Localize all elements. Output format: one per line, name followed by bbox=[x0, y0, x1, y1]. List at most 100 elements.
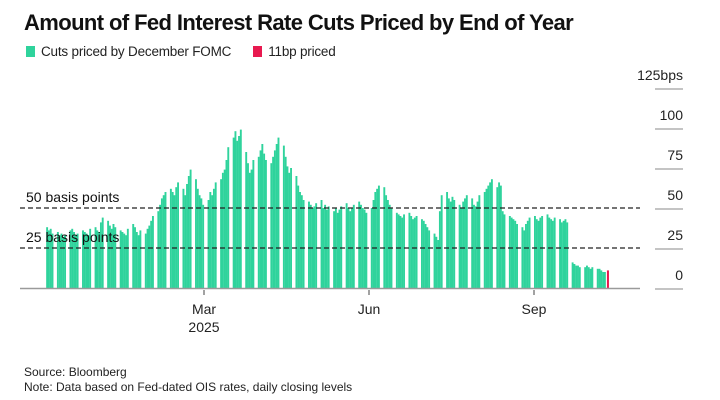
bar bbox=[385, 195, 388, 288]
bar bbox=[290, 168, 292, 288]
bar bbox=[578, 267, 581, 288]
bar bbox=[320, 200, 323, 288]
bar bbox=[462, 201, 465, 288]
bar bbox=[412, 219, 414, 288]
bar bbox=[295, 176, 298, 288]
bar bbox=[548, 217, 551, 288]
bar bbox=[277, 137, 280, 288]
legend-label-cuts: Cuts priced by December FOMC bbox=[41, 44, 232, 59]
bar bbox=[424, 224, 427, 288]
bar bbox=[327, 206, 330, 288]
bar bbox=[248, 172, 251, 288]
bar bbox=[564, 219, 567, 288]
bar bbox=[374, 192, 377, 288]
bar bbox=[421, 219, 423, 288]
methodology-note: Note: Data based on Fed-dated OIS rates,… bbox=[24, 380, 353, 394]
bar bbox=[546, 214, 549, 288]
bar bbox=[107, 220, 110, 288]
bar bbox=[239, 129, 242, 288]
chart-plot-area: 50 basis points 25 basis points 0 25 50 75 10… bbox=[20, 67, 683, 335]
bar bbox=[270, 163, 273, 288]
bar bbox=[403, 214, 405, 288]
legend-swatch-11bp bbox=[253, 46, 263, 57]
bar bbox=[186, 184, 188, 288]
bar bbox=[211, 195, 214, 288]
bar bbox=[322, 208, 325, 288]
bar bbox=[399, 216, 402, 288]
bar bbox=[85, 233, 88, 288]
bar bbox=[587, 267, 590, 288]
bar bbox=[123, 233, 126, 288]
bar bbox=[175, 187, 178, 288]
bar bbox=[451, 196, 454, 288]
bar bbox=[575, 265, 578, 288]
bar bbox=[144, 233, 147, 288]
y-tick-label: 75 bbox=[667, 147, 683, 163]
bar bbox=[591, 267, 594, 288]
bar bbox=[76, 233, 79, 288]
bar bbox=[245, 152, 248, 288]
bar bbox=[537, 220, 540, 288]
bar bbox=[426, 227, 429, 288]
bar bbox=[433, 233, 436, 288]
bar bbox=[324, 204, 327, 288]
bar bbox=[345, 203, 348, 288]
bar bbox=[365, 212, 368, 288]
y-tick-label: 25 bbox=[667, 227, 683, 243]
bar bbox=[360, 204, 362, 288]
bar bbox=[83, 232, 86, 288]
bar bbox=[184, 195, 187, 288]
bar bbox=[333, 211, 336, 288]
bar bbox=[410, 216, 413, 288]
bar bbox=[49, 228, 52, 288]
bar bbox=[512, 219, 515, 288]
bar bbox=[383, 187, 386, 288]
bar bbox=[535, 219, 538, 288]
bar bbox=[69, 230, 72, 288]
bar bbox=[238, 136, 240, 288]
bar bbox=[187, 176, 190, 288]
bar bbox=[96, 230, 99, 288]
bar bbox=[273, 150, 276, 288]
bar bbox=[202, 204, 205, 288]
bar bbox=[286, 166, 289, 288]
bar bbox=[121, 232, 124, 288]
bar bbox=[584, 267, 587, 288]
bar bbox=[596, 268, 599, 288]
bar bbox=[476, 201, 479, 288]
bar bbox=[485, 188, 488, 288]
bar bbox=[134, 227, 136, 288]
bar bbox=[252, 160, 255, 288]
reference-label: 25 basis points bbox=[26, 229, 119, 245]
bar bbox=[151, 216, 154, 288]
bar bbox=[336, 212, 339, 288]
bar bbox=[300, 195, 303, 288]
bar bbox=[560, 222, 563, 288]
y-tick-label: 50 bbox=[667, 187, 683, 203]
bar bbox=[89, 228, 92, 288]
bar bbox=[553, 217, 556, 288]
bar bbox=[114, 227, 117, 288]
bar bbox=[87, 235, 90, 288]
bar bbox=[521, 227, 524, 288]
bar bbox=[119, 230, 122, 288]
bar bbox=[526, 220, 529, 288]
bar bbox=[603, 272, 606, 288]
bar bbox=[98, 232, 101, 288]
bar bbox=[408, 212, 411, 288]
bar bbox=[338, 209, 341, 288]
bar bbox=[473, 204, 475, 288]
x-tick-sublabel: 2025 bbox=[188, 319, 219, 335]
bar bbox=[438, 211, 441, 288]
bar bbox=[510, 217, 513, 288]
footer: Source: Bloomberg Note: Data based on Fe… bbox=[24, 365, 352, 395]
bar bbox=[600, 270, 603, 288]
bar bbox=[64, 235, 67, 288]
bar bbox=[139, 230, 142, 288]
bar bbox=[474, 206, 477, 288]
reference-label: 50 basis points bbox=[26, 189, 119, 205]
source-note: Source: Bloomberg bbox=[24, 365, 127, 379]
bar bbox=[523, 230, 526, 288]
bar bbox=[559, 219, 562, 288]
bar bbox=[435, 236, 438, 288]
